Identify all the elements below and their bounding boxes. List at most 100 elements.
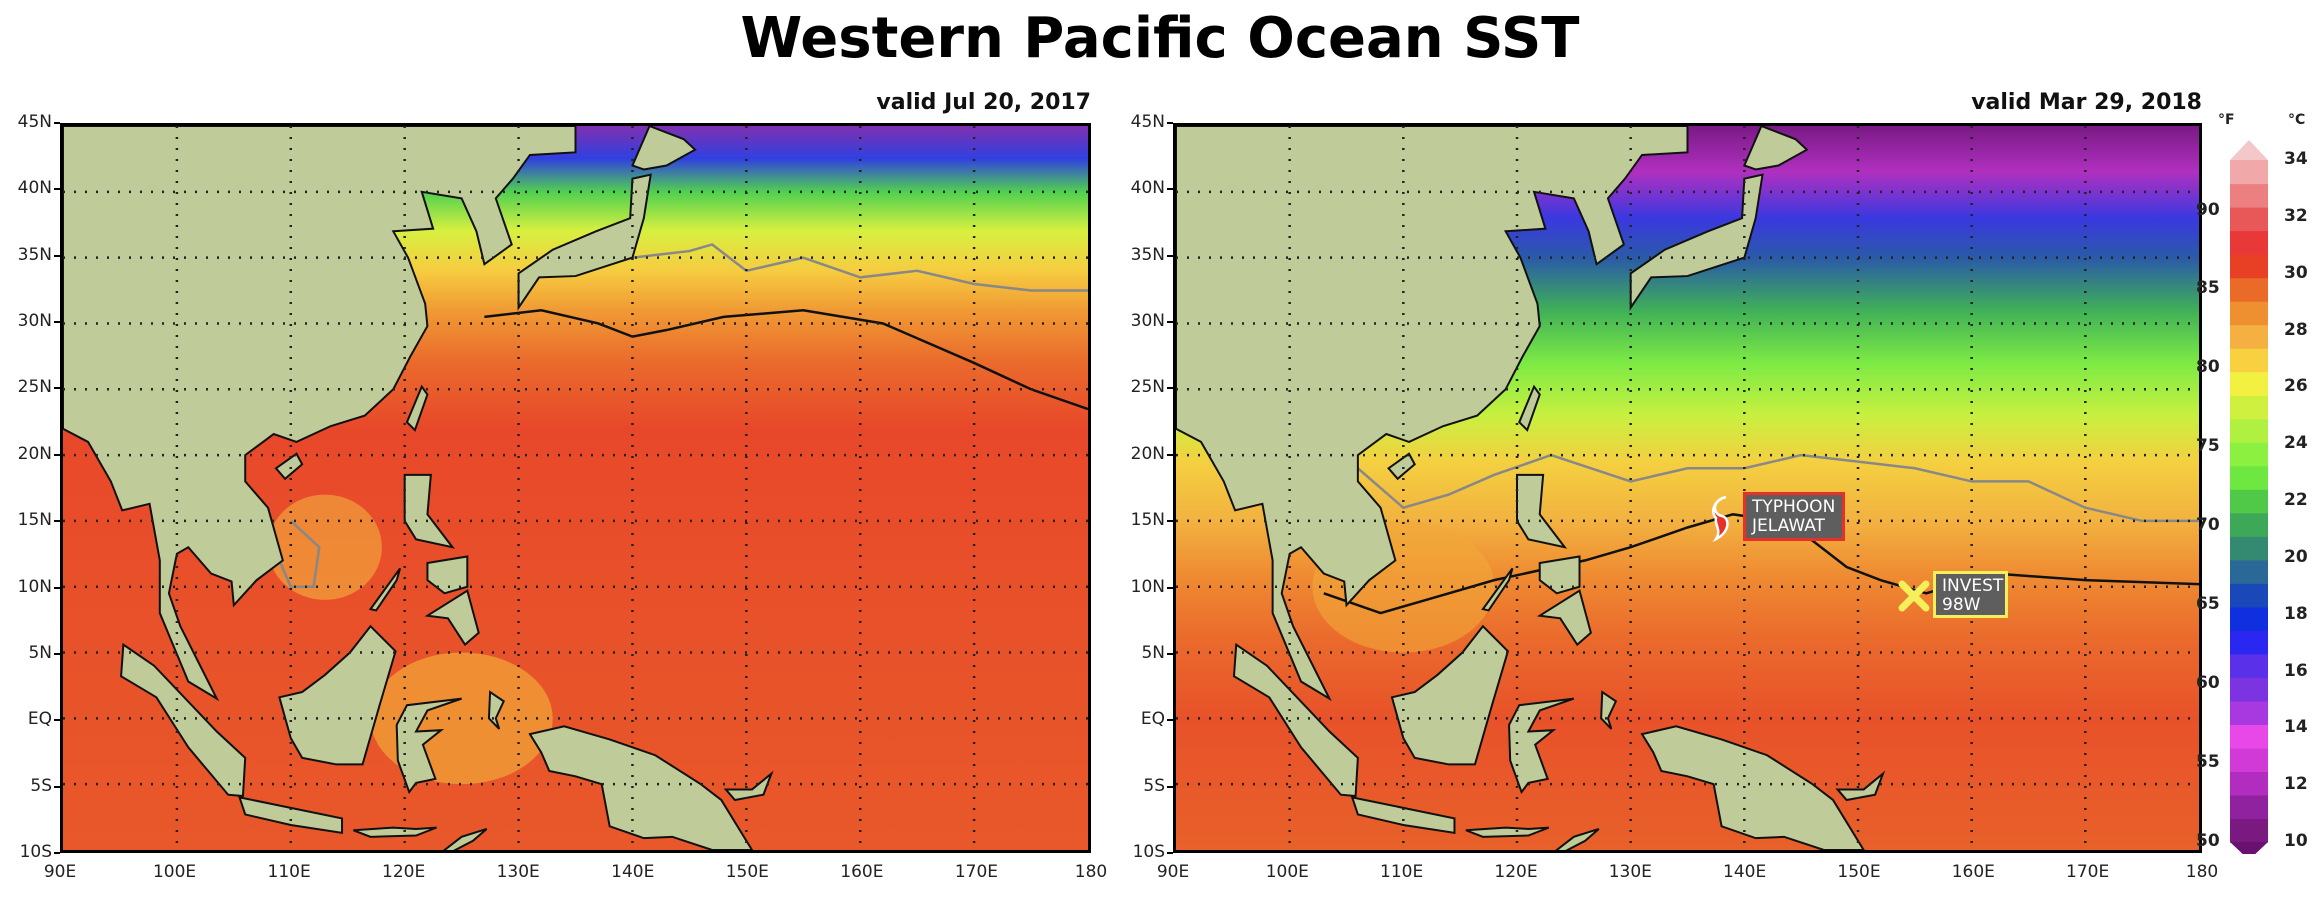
land-halmahera (1601, 692, 1616, 729)
typhoon-icon (1708, 494, 1734, 543)
fahrenheit-label: 75 (2196, 436, 2220, 457)
land-sumatra (121, 645, 245, 796)
colorbar-segment (2230, 512, 2268, 537)
tick-mark (1167, 321, 1173, 324)
lat-label: 10S (19, 842, 52, 862)
tick-mark (1167, 453, 1173, 456)
tick-mark (54, 122, 60, 124)
lat-label: 30N (1130, 311, 1165, 332)
land-newguinea (530, 726, 752, 850)
colorbar-segment (2230, 254, 2268, 279)
colorbar-segment (2230, 559, 2268, 584)
land-visayas (1540, 556, 1580, 593)
land-mindanao (427, 591, 478, 645)
sst-contour (632, 244, 1088, 290)
land-hokkaido (632, 126, 695, 169)
sst-map-left (60, 123, 1091, 853)
x-mark-icon (1898, 580, 1930, 612)
colorbar-segment (2230, 301, 2268, 326)
land-lesser (353, 828, 436, 837)
fahrenheit-label: 85 (2196, 278, 2220, 299)
colorbar-segment (2230, 818, 2268, 843)
colorbar-segment (2230, 747, 2268, 772)
tick-mark (1167, 520, 1173, 523)
lat-label: EQ (1140, 709, 1165, 730)
colorbar-segment (2230, 653, 2268, 678)
tick-mark (1167, 188, 1173, 191)
celsius-label: 18 (2284, 603, 2308, 624)
colorbar-segment (2230, 277, 2268, 302)
land-mindanao (1540, 591, 1591, 645)
celsius-label: 28 (2284, 319, 2308, 340)
tick-mark (54, 387, 60, 390)
land-sumatra (1234, 645, 1358, 796)
colorbar-segment (2230, 395, 2268, 420)
colorbar-segment (2230, 700, 2268, 725)
tick-mark (1167, 785, 1173, 788)
lat-label: 5N (28, 642, 52, 663)
colorbar-segment (2230, 371, 2268, 396)
celsius-label: 26 (2284, 376, 2308, 397)
colorbar-segment (2230, 324, 2268, 349)
lon-label: 100E (152, 862, 197, 882)
lon-label: 130E (1608, 862, 1652, 882)
fahrenheit-label: 65 (2196, 594, 2220, 615)
tick-mark (1167, 586, 1173, 589)
land-hokkaido (1744, 126, 1807, 169)
sst-field-right (1176, 126, 2199, 850)
lat-label: 45N (17, 112, 52, 132)
lon-label: 140E (611, 862, 655, 882)
colorbar-segment (2230, 418, 2268, 443)
sst-contour (1358, 455, 2199, 521)
celsius-label: 10 (2284, 831, 2308, 851)
land-sulawesi (397, 699, 462, 792)
celsius-label: 20 (2284, 546, 2308, 567)
celsius-label: 14 (2284, 717, 2308, 738)
tick-mark (54, 520, 60, 523)
land-hainan (276, 454, 302, 479)
lat-label: 20N (1130, 443, 1165, 464)
tick-mark (1167, 122, 1173, 124)
lat-label: 35N (17, 244, 52, 265)
lon-label: 160E (1951, 862, 1995, 882)
lon-label: 130E (496, 862, 540, 882)
tick-mark (1167, 852, 1173, 854)
lat-label: 40N (1130, 178, 1165, 199)
colorbar-segment (2230, 606, 2268, 631)
lon-label: 90E (43, 862, 77, 882)
lat-label: 35N (1130, 244, 1165, 265)
lon-label: 110E (1380, 862, 1424, 882)
tick-mark (54, 254, 60, 257)
lat-label: 40N (17, 178, 52, 199)
lat-label: EQ (27, 709, 52, 730)
sst-field-left (63, 126, 1088, 850)
figure-title: Western Pacific Ocean SST (740, 6, 1580, 71)
lat-label: 45N (1130, 112, 1165, 132)
land-visayas (427, 556, 467, 593)
lat-label: 10S (1132, 842, 1165, 862)
lat-label: 25N (17, 377, 52, 398)
land-lesser (1466, 828, 1549, 837)
invest-label-line2: 98W (1942, 595, 1981, 615)
tick-mark (54, 719, 60, 722)
land-asia (63, 126, 576, 699)
colorbar-segment (2230, 207, 2268, 232)
lat-label: 25N (1130, 377, 1165, 398)
celsius-label: 24 (2284, 433, 2308, 454)
land-timor (445, 829, 487, 850)
invest-label: INVEST 98W (1933, 571, 2008, 618)
gulf-thailand-patch (268, 494, 382, 600)
lon-label: 100E (1265, 862, 1309, 882)
tick-mark (1167, 254, 1173, 257)
land-palawan (371, 568, 401, 610)
tick-mark (54, 852, 60, 854)
colorbar-segment (2230, 583, 2268, 608)
colorbar-segment (2230, 724, 2268, 749)
lat-label: 10N (17, 576, 52, 597)
land-newbritain (1838, 774, 1883, 800)
lat-label: 30N (17, 311, 52, 332)
lat-label: 5S (30, 775, 52, 796)
colorbar-segment (2230, 160, 2268, 185)
land-newguinea (1642, 726, 1864, 850)
valid-date-right: valid Mar 29, 2018 (1971, 90, 2202, 115)
